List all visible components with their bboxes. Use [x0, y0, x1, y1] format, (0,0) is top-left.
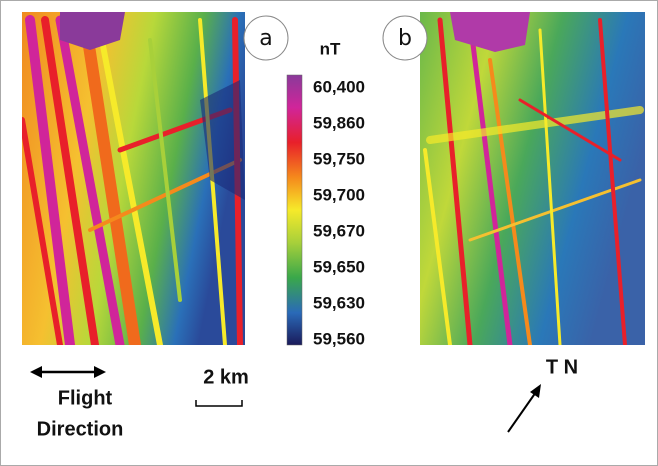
colorbar-label: 59,630 [313, 293, 365, 312]
colorbar [286, 74, 303, 346]
north-arrow [507, 384, 541, 433]
colorbar-label: 60,400 [313, 77, 365, 96]
map-b [420, 12, 645, 345]
scale-label: 2 km [203, 366, 249, 388]
north-label: T N [546, 356, 578, 378]
colorbar-label: 59,750 [313, 149, 365, 168]
colorbar-label: 59,670 [313, 221, 365, 240]
colorbar-unit: nT [320, 39, 341, 58]
colorbar-label: 59,560 [313, 329, 365, 348]
colorbar-labels: 60,400 59,860 59,750 59,700 59,670 59,650 59,6… [313, 77, 365, 348]
panel-label: b [398, 26, 412, 51]
flight-arrow [30, 366, 106, 378]
panel-badge [382, 15, 428, 61]
panel-label: a [259, 26, 272, 51]
colorbar-label: 59,860 [313, 113, 365, 132]
colorbar-label: 59,700 [313, 185, 365, 204]
map-a [22, 12, 245, 345]
flight-label: Flight [58, 387, 113, 409]
panel-badge [243, 15, 289, 61]
scale-bar [195, 400, 243, 407]
flight-label: Direction [37, 418, 124, 440]
colorbar-label: 59,650 [313, 257, 365, 276]
